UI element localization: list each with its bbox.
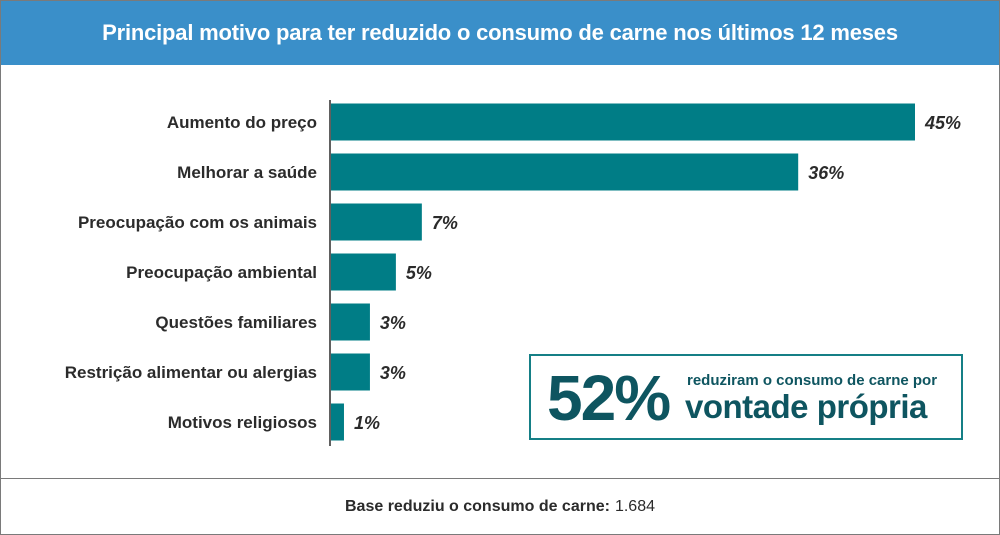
category-label: Preocupação com os animais xyxy=(78,213,317,232)
base-value: 1.684 xyxy=(614,498,655,515)
bar-value-label: 1% xyxy=(354,413,380,433)
category-label: Aumento do preço xyxy=(167,113,317,132)
bar xyxy=(331,253,396,291)
bar xyxy=(331,303,370,341)
callout-line-1: reduziram o consumo de carne por xyxy=(687,372,938,389)
bar-value-label: 45% xyxy=(924,113,961,133)
callout-line-2: vontade própria xyxy=(685,388,927,425)
bar xyxy=(331,403,344,441)
callout-percent: 52% xyxy=(547,362,671,434)
bar xyxy=(331,203,422,241)
category-label: Questões familiares xyxy=(155,313,317,332)
bar-chart: Aumento do preço 45% Melhorar a saúde 36% Pr… xyxy=(65,100,961,446)
category-label: Melhorar a saúde xyxy=(177,163,317,182)
bar-value-label: 7% xyxy=(432,213,458,233)
bar-value-label: 3% xyxy=(380,363,406,383)
bar xyxy=(331,353,370,391)
base-footer: Base reduziu o consumo de carne: 1.684 xyxy=(1,478,999,534)
chart-title: Principal motivo para ter reduzido o con… xyxy=(102,20,898,45)
category-label: Restrição alimentar ou alergias xyxy=(65,363,317,382)
bar-value-label: 5% xyxy=(406,263,432,283)
chart-area: Aumento do preço 45% Melhorar a saúde 36% Pr… xyxy=(1,65,999,478)
bar xyxy=(331,103,915,141)
summary-callout: 52% reduziram o consumo de carne por von… xyxy=(529,354,963,440)
chart-title-bar: Principal motivo para ter reduzido o con… xyxy=(1,1,999,65)
bar-value-label: 36% xyxy=(808,163,844,183)
base-label: Base reduziu o consumo de carne: xyxy=(345,498,610,515)
category-label: Preocupação ambiental xyxy=(126,263,317,282)
category-label: Motivos religiosos xyxy=(168,413,317,432)
bar-value-label: 3% xyxy=(380,313,406,333)
bar xyxy=(331,153,799,191)
